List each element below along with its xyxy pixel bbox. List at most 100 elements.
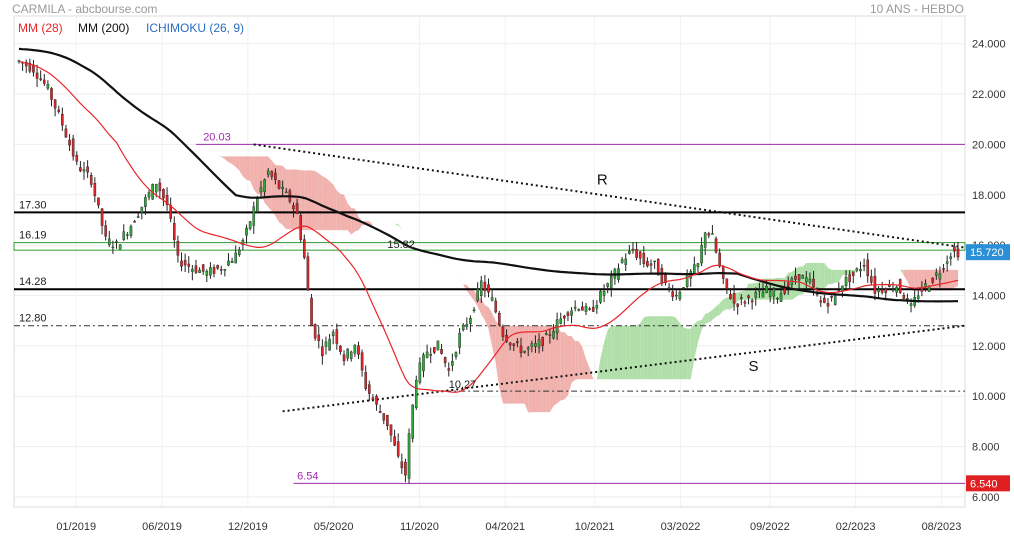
candle-body — [418, 362, 422, 383]
candle-body — [404, 461, 407, 476]
candle-body — [765, 285, 768, 293]
cloud-segment — [643, 316, 648, 380]
candle-body — [519, 345, 523, 353]
cloud-segment — [185, 123, 189, 131]
cloud-segment — [513, 325, 518, 404]
candle-body — [703, 232, 707, 248]
candle-body — [682, 287, 685, 289]
low-price-label: 6.540 — [970, 478, 998, 490]
candle-body — [541, 337, 544, 346]
cloud-segment — [827, 267, 832, 285]
cloud-segment — [690, 323, 695, 380]
candle-body — [902, 295, 906, 299]
candle-body — [353, 344, 357, 354]
candle-body — [321, 346, 324, 357]
cloud-segment — [412, 258, 417, 267]
cloud-segment — [235, 156, 240, 171]
cloud-segment — [188, 130, 193, 134]
candle-body — [79, 167, 82, 172]
cloud-segment — [557, 326, 561, 404]
legend-mm28: MM (28) — [18, 21, 63, 35]
cloud-segment — [495, 321, 500, 389]
candle-body — [815, 293, 819, 296]
candle-body — [768, 291, 772, 297]
cloud-segment — [289, 169, 294, 230]
candle-body — [310, 297, 313, 327]
x-tick-label: 03/2022 — [661, 521, 701, 533]
candle-body — [349, 351, 353, 359]
candle-body — [729, 293, 732, 299]
cloud-segment — [286, 169, 290, 230]
cloud-segment — [802, 263, 807, 295]
cloud-segment — [600, 342, 605, 380]
cloud-segment — [846, 269, 850, 276]
candle-body — [227, 260, 230, 266]
candle-body — [129, 226, 133, 236]
cloud-segment — [268, 156, 272, 212]
candle-body — [909, 303, 913, 306]
y-tick-label: 12.000 — [972, 341, 1006, 353]
candle-body — [396, 441, 400, 457]
candle-body — [595, 305, 599, 309]
candle-body — [891, 289, 895, 291]
cloud-segment — [622, 325, 626, 380]
cloud-segment — [824, 263, 828, 289]
x-axis: 01/2019 06/2019 12/2019 05/2020 11/2020 04/20… — [56, 521, 961, 533]
candle-body — [530, 343, 534, 347]
candle-body — [422, 354, 425, 372]
cloud-segment — [647, 316, 652, 380]
candle-body — [801, 275, 805, 279]
candle-body — [194, 265, 198, 273]
candle-body — [136, 216, 140, 218]
candle-body — [602, 291, 606, 296]
candle-body — [216, 265, 219, 269]
cloud-segment — [138, 72, 142, 75]
candle-body — [523, 350, 526, 353]
candle-body — [458, 332, 461, 348]
cloud-segment — [304, 170, 308, 231]
candle-body — [870, 276, 873, 283]
candle-body — [498, 312, 501, 326]
cloud-segment — [253, 156, 258, 194]
candle-body — [107, 238, 111, 246]
candle-body — [75, 155, 79, 162]
candle-body — [606, 283, 609, 287]
candle-body — [895, 286, 898, 293]
candle-body — [740, 297, 743, 299]
candle-body — [620, 259, 624, 263]
cloud-segment — [672, 316, 677, 380]
candle-body — [844, 277, 848, 286]
candle-body — [263, 179, 266, 192]
candle-body — [750, 300, 754, 303]
candle-body — [483, 281, 487, 292]
candle-body — [35, 72, 39, 79]
candle-body — [772, 288, 776, 297]
cloud-segment — [708, 309, 713, 323]
candle-body — [303, 239, 306, 258]
cloud-segment — [716, 303, 720, 317]
candle-body — [339, 345, 342, 352]
cloud-segment — [394, 223, 399, 226]
cloud-segment — [174, 115, 178, 120]
cloud-segment — [575, 341, 579, 380]
cloud-segment — [817, 263, 821, 290]
candle-body — [566, 312, 570, 316]
y-tick-label: 20.000 — [972, 139, 1006, 151]
candle-body — [93, 183, 97, 197]
candle-body — [494, 300, 498, 313]
resistance-trendline — [253, 143, 966, 249]
y-tick-label: 24.000 — [972, 39, 1006, 51]
candle-body — [537, 339, 541, 348]
cloud-segment — [347, 203, 352, 235]
candle-body — [241, 239, 245, 245]
candle-body — [57, 109, 61, 112]
y-tick-label: 22.000 — [972, 89, 1006, 101]
y-axis: 24.00022.00020.00018.00016.00014.00012.0… — [966, 39, 1010, 504]
candle-body — [487, 284, 490, 293]
candle-body — [714, 238, 718, 253]
cloud-segment — [452, 266, 456, 273]
candle-body — [508, 342, 512, 346]
candle-body — [248, 221, 252, 229]
candle-body — [42, 79, 46, 84]
